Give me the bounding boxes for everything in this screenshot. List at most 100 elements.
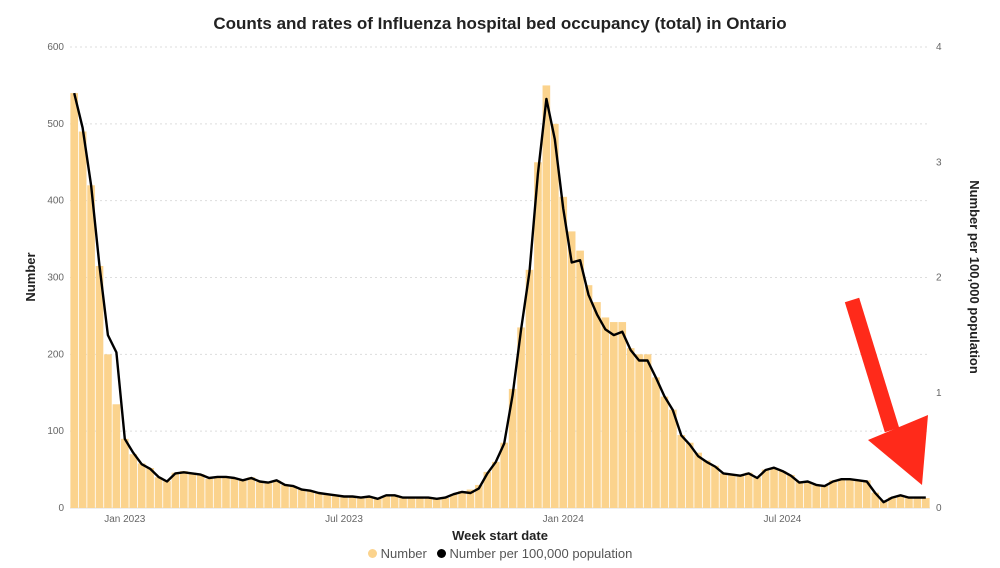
y-tick-label: 500 — [47, 119, 64, 130]
annotation-arrow — [844, 297, 928, 485]
bar — [854, 480, 863, 508]
bar — [247, 477, 256, 508]
bar — [399, 497, 407, 508]
y2-tick-label: 4 — [936, 42, 942, 53]
bar — [230, 478, 239, 508]
bar — [441, 498, 450, 508]
bar — [331, 495, 340, 508]
bar — [761, 469, 770, 508]
bar — [913, 497, 922, 508]
bar — [281, 484, 289, 508]
y2-axis-title: Number per 100,000 population — [967, 180, 982, 374]
bar — [550, 123, 559, 508]
bar — [711, 465, 719, 508]
bar — [449, 494, 458, 508]
bar — [744, 472, 753, 508]
legend-item-rate[interactable]: Number per 100,000 population — [436, 546, 633, 561]
line-series-rate — [73, 92, 926, 504]
y-tick-label: 400 — [47, 196, 64, 207]
bar — [458, 491, 466, 508]
bar — [584, 285, 593, 508]
bar — [298, 489, 306, 508]
arrow-shaft — [844, 297, 900, 433]
bar — [787, 474, 795, 508]
bar — [829, 480, 837, 508]
bar — [702, 460, 711, 508]
bar — [163, 481, 171, 508]
legend-label-number: Number — [380, 546, 427, 561]
bar — [255, 481, 264, 508]
bar — [635, 354, 643, 508]
y-axis-title: Number — [23, 252, 38, 301]
bar — [652, 377, 660, 508]
right-axis-ticks: 0 1 2 3 4 — [936, 42, 942, 514]
bar — [382, 495, 390, 508]
bar — [879, 500, 888, 508]
bar — [559, 196, 568, 508]
bar — [475, 484, 483, 508]
bar — [264, 482, 272, 508]
legend-swatch-rate — [436, 549, 446, 558]
bar — [213, 476, 222, 508]
bar — [196, 474, 205, 508]
bar — [407, 498, 416, 508]
y2-tick-label: 2 — [936, 273, 942, 284]
bar — [129, 454, 138, 508]
bar — [491, 461, 500, 508]
bar — [390, 494, 399, 508]
y2-tick-label: 0 — [936, 503, 942, 514]
bar — [120, 438, 129, 508]
bar — [820, 485, 829, 508]
bar-series-number — [70, 85, 930, 509]
legend-item-number[interactable]: Number — [367, 546, 427, 561]
bar — [803, 481, 812, 508]
bar — [677, 435, 686, 508]
legend-label-rate: Number per 100,000 population — [449, 546, 633, 561]
bar — [500, 442, 509, 508]
y-tick-label: 200 — [47, 349, 64, 360]
bar — [862, 480, 871, 508]
bar — [694, 452, 702, 508]
bar — [314, 493, 323, 508]
bar — [593, 302, 601, 508]
bar — [222, 477, 230, 508]
bar — [888, 497, 896, 508]
bar — [323, 494, 331, 508]
bar — [601, 317, 610, 508]
bar — [626, 348, 635, 508]
bar — [205, 478, 213, 508]
chart-title: Counts and rates of Influenza hospital b… — [213, 14, 787, 33]
y-tick-label: 0 — [58, 503, 64, 514]
bar — [272, 480, 281, 508]
bar — [154, 477, 163, 508]
bar — [525, 269, 534, 508]
x-tick-label: Jan 2023 — [104, 514, 146, 525]
bar — [669, 409, 677, 508]
bar — [812, 484, 820, 508]
x-axis-ticks: Jan 2023 Jul 2023 Jan 2024 Jul 2024 — [104, 514, 802, 525]
legend-swatch-number — [367, 549, 377, 558]
bar — [104, 354, 112, 508]
bar — [87, 185, 95, 509]
bar — [239, 479, 247, 508]
bar — [610, 322, 618, 508]
bar — [289, 486, 298, 508]
bar — [846, 478, 854, 508]
y2-tick-label: 1 — [936, 388, 942, 399]
bar — [534, 162, 542, 508]
bar — [896, 495, 905, 508]
bar — [643, 354, 652, 508]
bar — [112, 404, 121, 508]
legend: Number Number per 100,000 population — [0, 546, 1000, 561]
x-axis-title: Week start date — [452, 528, 548, 543]
bar — [180, 471, 188, 508]
bar — [736, 474, 745, 508]
arrow-head — [868, 415, 928, 485]
x-tick-label: Jan 2024 — [543, 514, 585, 525]
bar — [365, 497, 374, 508]
bar — [70, 93, 79, 508]
bar — [432, 498, 441, 508]
bar — [921, 498, 930, 508]
bar — [146, 468, 154, 508]
x-tick-label: Jul 2024 — [764, 514, 802, 525]
